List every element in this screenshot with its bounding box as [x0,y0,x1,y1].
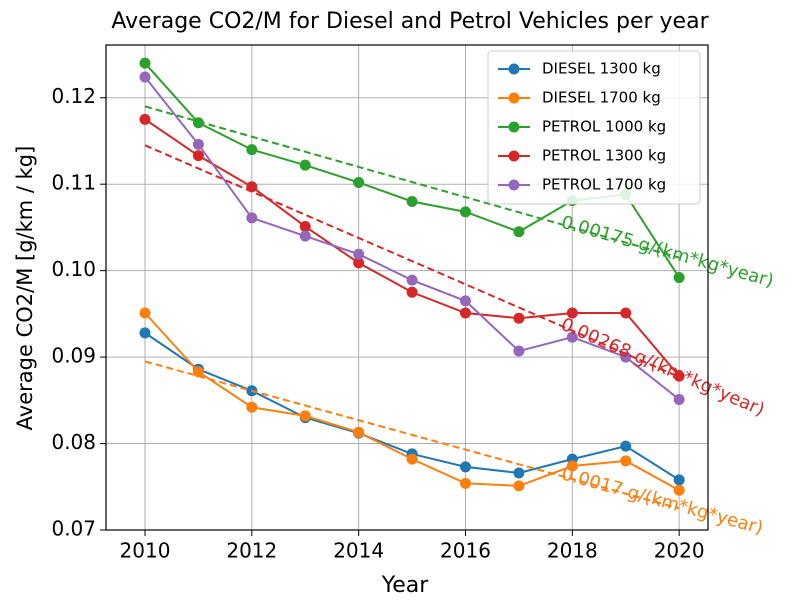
data-point [406,274,418,286]
legend-marker [508,150,520,162]
x-tick-label: 2012 [226,539,277,563]
data-point [406,453,418,465]
data-point [299,159,311,171]
data-point [673,484,685,496]
data-point [353,257,365,269]
chart-title: Average CO2/M for Diesel and Petrol Vehi… [111,9,709,34]
y-tick-label: 0.11 [51,171,96,195]
legend-label: PETROL 1000 kg [542,118,666,136]
data-point [673,474,685,486]
data-point [139,307,151,319]
legend-marker [508,92,520,104]
data-point [513,480,525,492]
data-point [192,366,204,378]
data-point [406,195,418,207]
legend-marker [508,121,520,133]
legend: DIESEL 1300 kg DIESEL 1700 kg PETROL 1000 … [487,50,701,205]
data-point [459,307,471,319]
data-point [459,477,471,489]
data-point [513,226,525,238]
legend-label: PETROL 1700 kg [542,176,666,194]
data-point [620,307,632,319]
legend-label: DIESEL 1700 kg [542,89,661,107]
data-point [192,150,204,162]
trend-line [144,360,680,510]
trend-line [144,144,680,378]
data-point [192,117,204,129]
legend-label: PETROL 1300 kg [542,147,666,165]
y-tick-label: 0.09 [51,344,96,368]
data-point [353,176,365,188]
data-point [353,248,365,260]
data-point [299,410,311,422]
x-axis-label: Year [381,573,430,598]
data-point [566,307,578,319]
data-point [246,401,258,413]
data-point [192,138,204,150]
data-point [566,331,578,343]
data-point [673,393,685,405]
data-point [459,461,471,473]
trend-line [144,105,680,259]
data-point [246,144,258,156]
legend-box [487,50,701,205]
data-point [139,71,151,83]
data-point [673,370,685,382]
y-tick-label: 0.08 [51,430,96,454]
trend-annotation: 0.00175 g/(km*kg*year) [559,212,776,292]
data-point [406,286,418,298]
x-tick-label: 2020 [654,539,705,563]
y-axis-label: Average CO2/M [g/km / kg] [13,146,37,431]
y-tick-label: 0.12 [51,84,96,108]
x-tick-label: 2018 [547,539,598,563]
data-point [139,113,151,125]
data-point [513,467,525,479]
data-point [139,57,151,69]
data-point [620,351,632,363]
x-tick-label: 2016 [440,539,491,563]
data-point [620,455,632,467]
legend-marker [508,63,520,75]
data-point [566,460,578,472]
plot-frame [105,44,709,531]
legend-label: DIESEL 1300 kg [542,60,661,78]
data-point [513,345,525,357]
data-point [620,440,632,452]
data-point [246,212,258,224]
legend-marker [508,179,520,191]
y-tick-label: 0.10 [51,257,96,281]
data-point [513,312,525,324]
trend-annotation: 0.00268 g/(km*kg*year) [558,314,768,421]
y-tick-label: 0.07 [51,517,96,541]
data-point [353,426,365,438]
data-point [299,230,311,242]
data-point [459,295,471,307]
data-point [459,206,471,218]
data-point [673,272,685,284]
x-tick-label: 2014 [333,539,384,563]
data-point [299,221,311,233]
data-point [139,327,151,339]
trend-annotation: 0.0017 g/(km*kg*year) [559,463,765,538]
x-tick-label: 2010 [120,539,171,563]
